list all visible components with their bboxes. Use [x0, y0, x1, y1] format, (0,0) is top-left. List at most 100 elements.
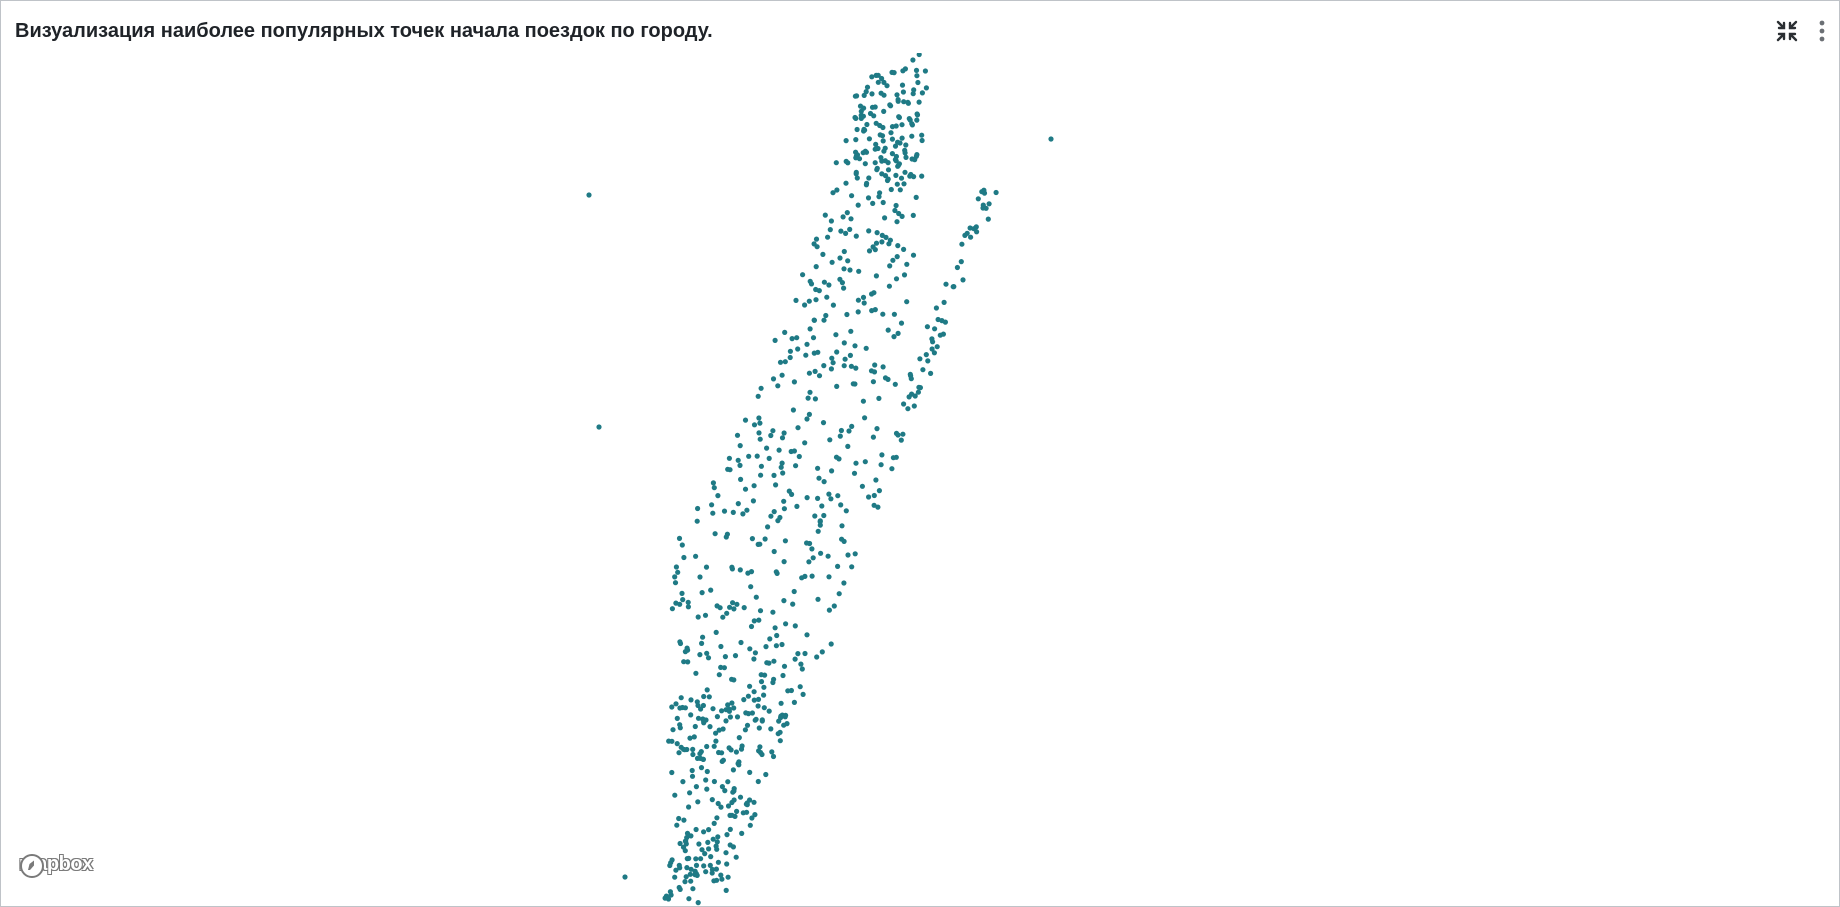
trip-start-point [769, 749, 775, 755]
trip-start-point [792, 656, 798, 662]
trip-start-point [869, 74, 875, 80]
trip-start-point [677, 725, 683, 731]
trip-start-point [751, 656, 757, 662]
trip-start-point [854, 93, 860, 99]
trip-start-point [672, 874, 678, 880]
trip-start-point [679, 704, 686, 711]
trip-start-point [829, 468, 835, 474]
trip-start-point [702, 612, 709, 618]
trip-start-point [704, 768, 710, 775]
trip-start-point [750, 498, 757, 504]
trip-start-point [694, 518, 700, 524]
trip-start-point [790, 407, 797, 413]
trip-start-point [782, 329, 788, 335]
trip-start-point [862, 415, 868, 421]
trip-start-point [763, 644, 769, 650]
trip-start-point [700, 634, 706, 640]
trip-start-point [810, 555, 816, 561]
trip-start-point [714, 839, 720, 845]
trip-start-point [879, 133, 886, 139]
trip-start-point [749, 815, 755, 821]
trip-start-point [766, 455, 772, 461]
trip-start-point [770, 376, 777, 382]
trip-start-point [757, 608, 764, 614]
trip-start-point [778, 715, 784, 721]
trip-start-point [736, 735, 742, 741]
trip-start-point [894, 219, 900, 225]
trip-start-point [690, 886, 696, 892]
trip-start-point [847, 352, 854, 358]
trip-start-point [752, 812, 758, 818]
trip-start-point [834, 383, 840, 389]
trip-start-point [696, 841, 702, 847]
trip-start-point [719, 784, 726, 790]
trip-start-point [695, 799, 701, 805]
trip-start-point [747, 646, 753, 652]
trip-start-point [986, 201, 992, 207]
trip-start-point [738, 639, 744, 646]
trip-start-point [777, 729, 783, 735]
trip-start-point [701, 720, 707, 726]
trip-start-point [773, 482, 779, 488]
trip-start-point [835, 493, 841, 499]
trip-start-point [882, 375, 889, 381]
trip-start-point [882, 158, 888, 164]
trip-start-point [899, 135, 905, 141]
trip-start-point [665, 896, 672, 902]
more-vertical-icon[interactable] [1815, 17, 1829, 45]
trip-start-point [901, 246, 907, 252]
trip-start-point [876, 488, 883, 494]
trip-start-point [759, 718, 765, 724]
trip-start-point [812, 513, 818, 519]
trip-start-point [901, 401, 907, 407]
trip-start-point [689, 773, 696, 779]
trip-start-point [695, 614, 701, 620]
trip-start-point [902, 147, 908, 153]
trip-start-point [797, 684, 803, 690]
trip-start-point [693, 856, 699, 862]
mapbox-logo[interactable]: mapbox [19, 853, 93, 878]
trip-start-point [689, 767, 695, 774]
trip-start-point [775, 383, 781, 389]
trip-start-point [792, 623, 798, 629]
trip-start-point [902, 169, 908, 175]
trip-start-point [841, 340, 847, 346]
map-canvas[interactable]: mapbox [1, 53, 1839, 906]
trip-start-point [848, 216, 854, 222]
trip-start-point [747, 797, 753, 803]
trip-start-point [693, 826, 699, 833]
trip-start-point [739, 830, 745, 837]
trip-start-point [802, 650, 808, 657]
trip-start-point [695, 900, 701, 906]
trip-start-point [746, 453, 752, 459]
trip-start-point [889, 136, 896, 142]
trip-start-point [898, 320, 905, 326]
trip-start-point [777, 738, 783, 744]
trip-start-point [799, 666, 805, 672]
trip-start-point [725, 874, 731, 880]
trip-start-point [782, 359, 788, 365]
trip-start-point [852, 343, 858, 349]
trip-start-point [711, 778, 718, 785]
trip-start-point [859, 483, 866, 489]
trip-start-point [710, 706, 716, 712]
trip-start-point [776, 447, 782, 453]
trip-start-point [711, 878, 717, 884]
collapse-icon[interactable] [1773, 17, 1801, 45]
trip-start-point [703, 777, 709, 783]
trip-start-point [916, 99, 922, 105]
trip-start-point [694, 699, 700, 705]
trip-start-point [870, 200, 876, 206]
trip-start-point [711, 743, 717, 749]
trip-start-point [723, 718, 729, 724]
trip-start-point [825, 553, 831, 559]
trip-start-point [844, 210, 850, 216]
trip-start-point [712, 531, 718, 537]
trip-start-point [849, 193, 855, 199]
trip-start-point [730, 767, 737, 773]
trip-start-point [711, 485, 717, 491]
trip-start-point [718, 664, 724, 671]
trip-start-point [878, 155, 884, 161]
trip-start-point [833, 160, 839, 166]
trip-start-point [880, 364, 886, 370]
